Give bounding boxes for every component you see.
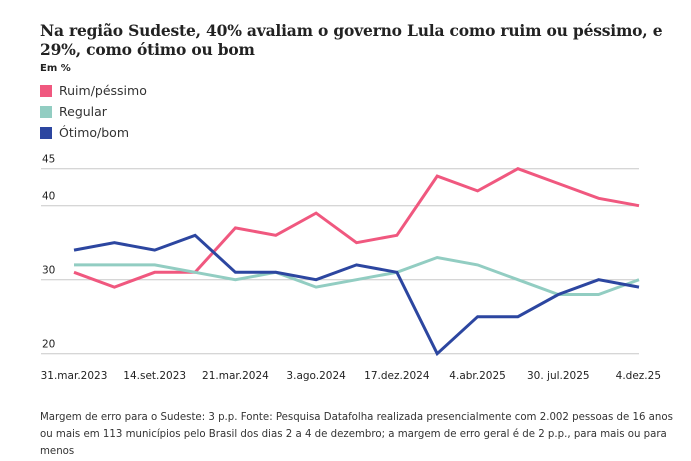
legend-item-ruim-pessimo: Ruim/péssimo bbox=[40, 80, 147, 101]
x-axis-ticks: 31.mar.2023 14.set.2023 21.mar.2024 3.ago.2… bbox=[41, 370, 661, 382]
x-tick-label: 21.mar.2024 bbox=[202, 370, 269, 382]
series-lines bbox=[73, 167, 640, 357]
unit-label: Em % bbox=[40, 63, 71, 74]
series-line-regular bbox=[74, 255, 640, 296]
y-axis-ticks: 20 30 40 45 bbox=[42, 154, 55, 351]
series-line-ruim-pessimo bbox=[73, 167, 640, 289]
x-tick-label: 14.set.2023 bbox=[123, 370, 186, 382]
chart-title: Na região Sudeste, 40% avaliam o governo… bbox=[40, 21, 663, 59]
footer-note: Margem de erro para o Sudeste: 3 p.p. Fo… bbox=[40, 412, 673, 457]
y-tick-label: 30 bbox=[42, 265, 55, 277]
x-tick-label: 30. jul.2025 bbox=[527, 370, 590, 382]
series-line-otimo-bom bbox=[73, 233, 640, 357]
x-tick-label: 4.abr.2025 bbox=[449, 370, 506, 382]
legend-item-regular: Regular bbox=[40, 101, 147, 122]
legend-item-otimo-bom: Ótimo/bom bbox=[40, 122, 147, 143]
legend-swatch-otimo-bom bbox=[40, 126, 52, 139]
legend-label-otimo-bom: Ótimo/bom bbox=[59, 125, 130, 140]
y-tick-label: 45 bbox=[42, 154, 55, 166]
x-tick-label: 3.ago.2024 bbox=[286, 370, 346, 382]
legend-label-ruim-pessimo: Ruim/péssimo bbox=[59, 83, 147, 98]
x-tick-label: 17.dez.2024 bbox=[364, 370, 430, 382]
legend-label-regular: Regular bbox=[59, 104, 107, 119]
gridlines bbox=[41, 168, 639, 355]
legend: Ruim/péssimo Regular Ótimo/bom bbox=[40, 80, 147, 143]
y-tick-label: 20 bbox=[42, 339, 55, 351]
x-tick-label: 31.mar.2023 bbox=[41, 370, 108, 382]
legend-swatch-regular bbox=[40, 105, 52, 118]
x-tick-label: 4.dez.25 bbox=[616, 370, 661, 382]
y-tick-label: 40 bbox=[42, 191, 55, 203]
legend-swatch-ruim-pessimo bbox=[40, 84, 52, 97]
